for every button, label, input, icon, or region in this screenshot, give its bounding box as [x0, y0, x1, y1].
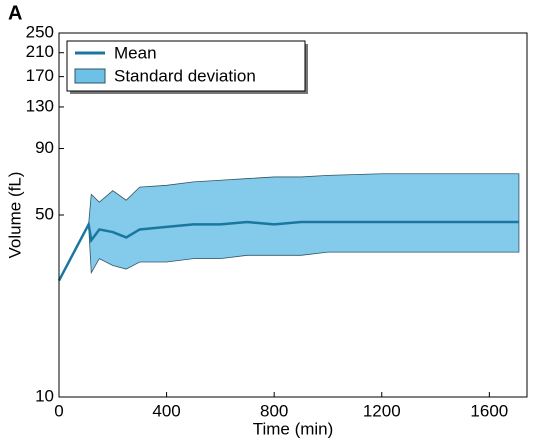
x-tick-label: 800 [260, 401, 288, 420]
legend-box [66, 40, 306, 92]
x-tick-label: 1600 [470, 401, 508, 420]
legend-label: Standard deviation [114, 66, 256, 85]
std-band [58, 173, 520, 281]
x-tick-label: 0 [54, 401, 63, 420]
y-tick-label: 10 [35, 386, 54, 405]
y-tick-label: 130 [26, 96, 54, 115]
y-tick-label: 50 [35, 204, 54, 223]
x-tick-label: 1200 [363, 401, 401, 420]
y-tick-label: 210 [26, 42, 54, 61]
x-tick-label: 400 [152, 401, 180, 420]
legend-swatch [74, 68, 106, 84]
legend-label: Mean [114, 43, 157, 62]
x-axis-label: Time (min) [253, 419, 334, 438]
y-tick-label: 170 [26, 66, 54, 85]
mean-line [57, 220, 519, 282]
panel-label: A [8, 2, 22, 24]
y-axis-label: Volume (fL) [5, 172, 24, 259]
y-tick-label: 90 [35, 138, 54, 157]
y-tick-label: 250 [26, 22, 54, 41]
